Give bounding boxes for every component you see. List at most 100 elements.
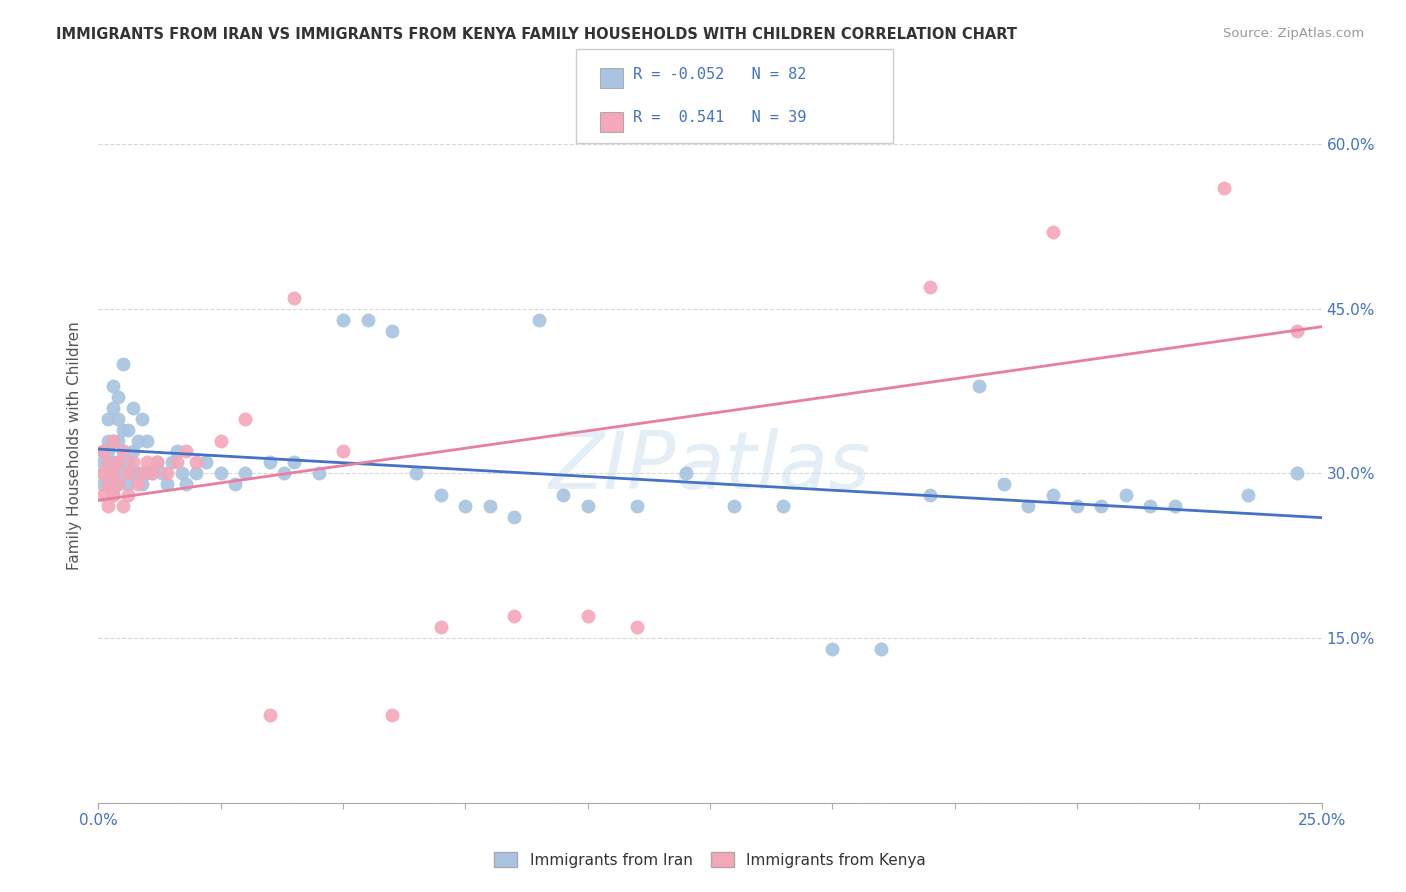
Point (503, 510, 526, 524)
Point (146, 455, 169, 469)
Point (478, 500, 501, 514)
Point (117, 477, 139, 491)
Y-axis label: Family Households with Children: Family Households with Children (67, 322, 83, 570)
Point (131, 477, 153, 491)
Point (503, 609, 526, 624)
Point (97, 444, 120, 458)
Point (381, 324, 404, 338)
Point (166, 444, 188, 458)
Point (1237, 488, 1260, 502)
Point (91, 444, 114, 458)
Point (332, 312, 354, 326)
Point (186, 467, 208, 481)
Point (121, 467, 143, 481)
Point (91, 467, 114, 481)
Point (111, 444, 134, 458)
Point (576, 609, 599, 624)
Text: R =  0.541   N = 39: R = 0.541 N = 39 (633, 111, 806, 125)
Point (273, 467, 295, 481)
Point (107, 455, 129, 469)
Point (111, 357, 134, 371)
Point (1017, 500, 1039, 514)
Point (1212, 181, 1234, 195)
Point (117, 467, 139, 481)
Point (308, 467, 330, 481)
Legend: Immigrants from Iran, Immigrants from Kenya: Immigrants from Iran, Immigrants from Ke… (488, 846, 932, 873)
Point (91, 444, 114, 458)
Point (121, 444, 143, 458)
Point (176, 477, 198, 491)
Point (136, 467, 159, 481)
Point (91, 467, 114, 481)
Point (170, 467, 193, 481)
Text: ZIPatlas: ZIPatlas (548, 428, 872, 507)
Text: IMMIGRANTS FROM IRAN VS IMMIGRANTS FROM KENYA FAMILY HOUSEHOLDS WITH CHILDREN CO: IMMIGRANTS FROM IRAN VS IMMIGRANTS FROM … (56, 27, 1017, 42)
Point (186, 455, 208, 469)
Point (1164, 500, 1187, 514)
Point (821, 642, 844, 657)
Point (127, 434, 149, 448)
Point (576, 500, 599, 514)
Point (136, 434, 159, 448)
Point (111, 423, 134, 437)
Point (97, 477, 120, 491)
Point (259, 455, 281, 469)
Point (127, 467, 149, 481)
Text: Source: ZipAtlas.com: Source: ZipAtlas.com (1223, 27, 1364, 40)
Point (117, 423, 139, 437)
Point (283, 291, 305, 305)
Point (111, 467, 134, 481)
Point (97, 477, 120, 491)
Point (107, 455, 129, 469)
Point (107, 477, 129, 491)
Point (141, 467, 163, 481)
Point (675, 467, 697, 481)
Point (626, 500, 648, 514)
Point (127, 477, 149, 491)
Point (111, 444, 134, 458)
Point (117, 455, 139, 469)
Point (993, 477, 1015, 491)
Point (101, 455, 124, 469)
Point (772, 500, 794, 514)
Point (97, 500, 120, 514)
Point (920, 488, 942, 502)
Point (121, 401, 143, 415)
Point (723, 500, 745, 514)
Point (107, 434, 129, 448)
Point (121, 455, 143, 469)
Point (91, 477, 114, 491)
Point (967, 378, 990, 392)
Point (195, 455, 218, 469)
Point (107, 411, 129, 425)
Point (233, 411, 256, 425)
Point (101, 488, 124, 502)
Point (97, 455, 120, 469)
Point (224, 477, 246, 491)
Point (1042, 488, 1064, 502)
Point (101, 467, 124, 481)
Point (209, 434, 232, 448)
Point (97, 455, 120, 469)
Point (91, 488, 114, 502)
Point (97, 411, 120, 425)
Point (156, 477, 179, 491)
Point (97, 434, 120, 448)
Point (209, 467, 232, 481)
Point (626, 620, 648, 634)
Point (1042, 225, 1064, 239)
Point (156, 467, 179, 481)
Point (146, 455, 169, 469)
Point (117, 488, 139, 502)
Point (405, 467, 427, 481)
Point (259, 708, 281, 723)
Point (356, 312, 378, 326)
Point (454, 500, 477, 514)
Point (166, 455, 188, 469)
Point (1115, 488, 1137, 502)
Point (920, 280, 942, 294)
Point (101, 467, 124, 481)
Point (332, 444, 354, 458)
Point (101, 434, 124, 448)
Point (176, 444, 198, 458)
